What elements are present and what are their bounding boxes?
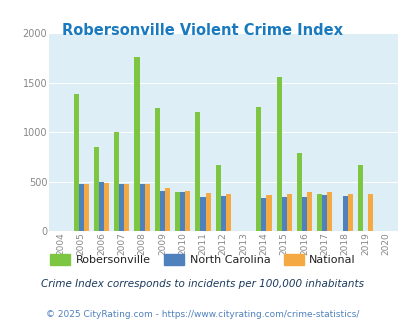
Bar xyxy=(342,196,347,231)
Bar xyxy=(180,192,185,231)
Bar xyxy=(195,112,200,231)
Bar xyxy=(139,184,144,231)
Bar xyxy=(301,197,306,231)
Legend: Robersonville, North Carolina, National: Robersonville, North Carolina, National xyxy=(46,250,359,270)
Bar xyxy=(276,77,281,231)
Bar xyxy=(73,94,79,231)
Bar xyxy=(160,191,164,231)
Bar xyxy=(119,184,124,231)
Bar xyxy=(215,165,220,231)
Bar xyxy=(281,197,286,231)
Bar xyxy=(205,193,210,231)
Text: Robersonville Violent Crime Index: Robersonville Violent Crime Index xyxy=(62,23,343,38)
Bar xyxy=(306,192,311,231)
Text: © 2025 CityRating.com - https://www.cityrating.com/crime-statistics/: © 2025 CityRating.com - https://www.city… xyxy=(46,310,359,319)
Bar xyxy=(347,194,352,231)
Bar xyxy=(266,195,271,231)
Bar xyxy=(124,184,129,231)
Bar xyxy=(326,192,332,231)
Bar xyxy=(79,184,83,231)
Bar xyxy=(367,194,372,231)
Bar xyxy=(83,184,89,231)
Bar xyxy=(200,197,205,231)
Bar xyxy=(94,147,99,231)
Bar xyxy=(256,107,261,231)
Bar xyxy=(357,165,362,231)
Bar xyxy=(175,192,180,231)
Bar xyxy=(286,194,291,231)
Bar xyxy=(164,188,170,231)
Bar xyxy=(144,184,149,231)
Bar xyxy=(296,153,301,231)
Bar xyxy=(114,132,119,231)
Bar xyxy=(104,183,109,231)
Bar xyxy=(322,195,326,231)
Text: Crime Index corresponds to incidents per 100,000 inhabitants: Crime Index corresponds to incidents per… xyxy=(41,279,364,289)
Bar xyxy=(185,191,190,231)
Bar xyxy=(316,194,322,231)
Bar xyxy=(154,108,160,231)
Bar xyxy=(99,182,104,231)
Bar xyxy=(261,198,266,231)
Bar xyxy=(225,194,230,231)
Bar xyxy=(134,57,139,231)
Bar xyxy=(220,196,225,231)
